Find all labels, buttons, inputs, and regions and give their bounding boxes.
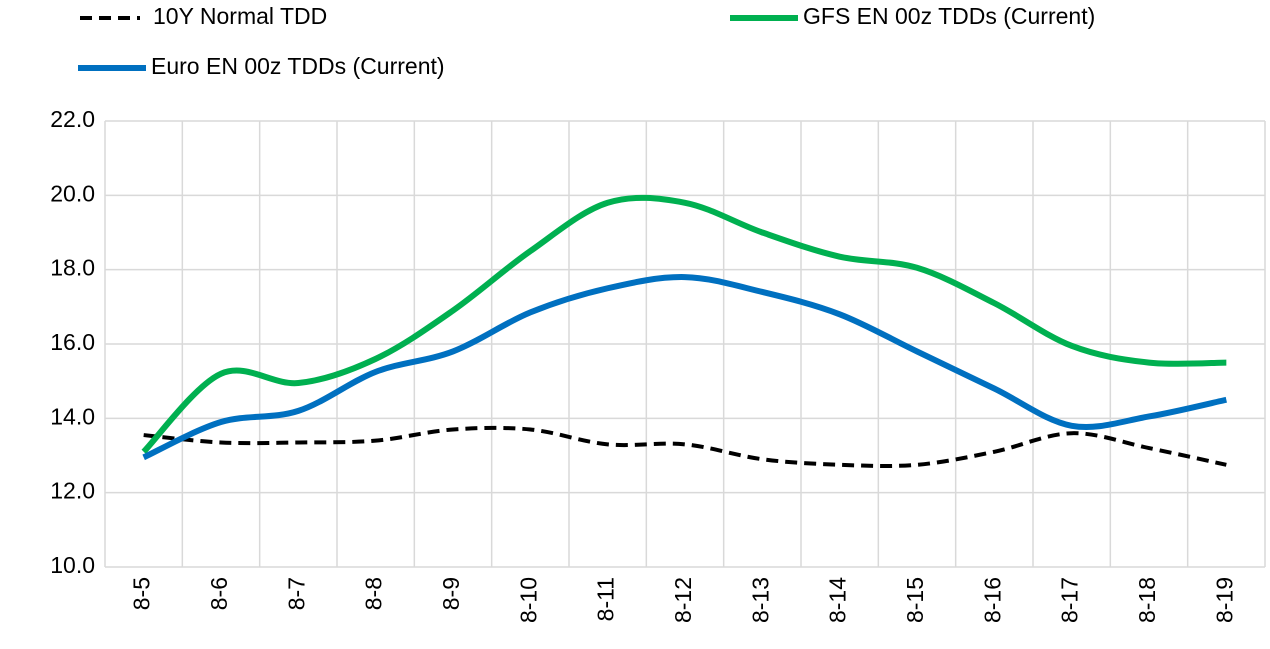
legend-label: GFS EN 00z TDDs (Current) bbox=[803, 3, 1095, 29]
x-tick-label: 8-13 bbox=[747, 577, 773, 623]
legend-label: Euro EN 00z TDDs (Current) bbox=[151, 53, 445, 79]
series-line bbox=[143, 425, 1227, 468]
x-tick-label: 8-17 bbox=[1057, 577, 1083, 623]
x-tick-label: 8-7 bbox=[283, 577, 309, 610]
x-tick-label: 8-16 bbox=[979, 577, 1005, 623]
y-tick-label: 12.0 bbox=[50, 478, 95, 504]
y-tick-label: 10.0 bbox=[50, 552, 95, 578]
x-tick-label: 8-10 bbox=[515, 577, 541, 623]
x-tick-label: 8-19 bbox=[1211, 577, 1237, 623]
y-tick-label: 22.0 bbox=[50, 106, 95, 132]
y-tick-label: 16.0 bbox=[50, 329, 95, 355]
y-tick-label: 20.0 bbox=[50, 180, 95, 206]
x-tick-label: 8-12 bbox=[670, 577, 696, 623]
y-tick-label: 18.0 bbox=[50, 255, 95, 281]
x-tick-label: 8-18 bbox=[1134, 577, 1160, 623]
series-line bbox=[142, 274, 1227, 461]
x-tick-label: 8-11 bbox=[593, 577, 619, 621]
x-tick-label: 8-14 bbox=[825, 577, 851, 623]
x-tick-label: 8-15 bbox=[902, 577, 928, 623]
x-tick-label: 8-8 bbox=[361, 577, 387, 610]
x-tick-label: 8-5 bbox=[129, 577, 155, 610]
x-tick-label: 8-9 bbox=[438, 577, 464, 610]
legend-label: 10Y Normal TDD bbox=[153, 3, 327, 29]
y-tick-label: 14.0 bbox=[50, 403, 95, 429]
x-tick-label: 8-6 bbox=[206, 577, 232, 610]
series-line bbox=[141, 194, 1227, 454]
